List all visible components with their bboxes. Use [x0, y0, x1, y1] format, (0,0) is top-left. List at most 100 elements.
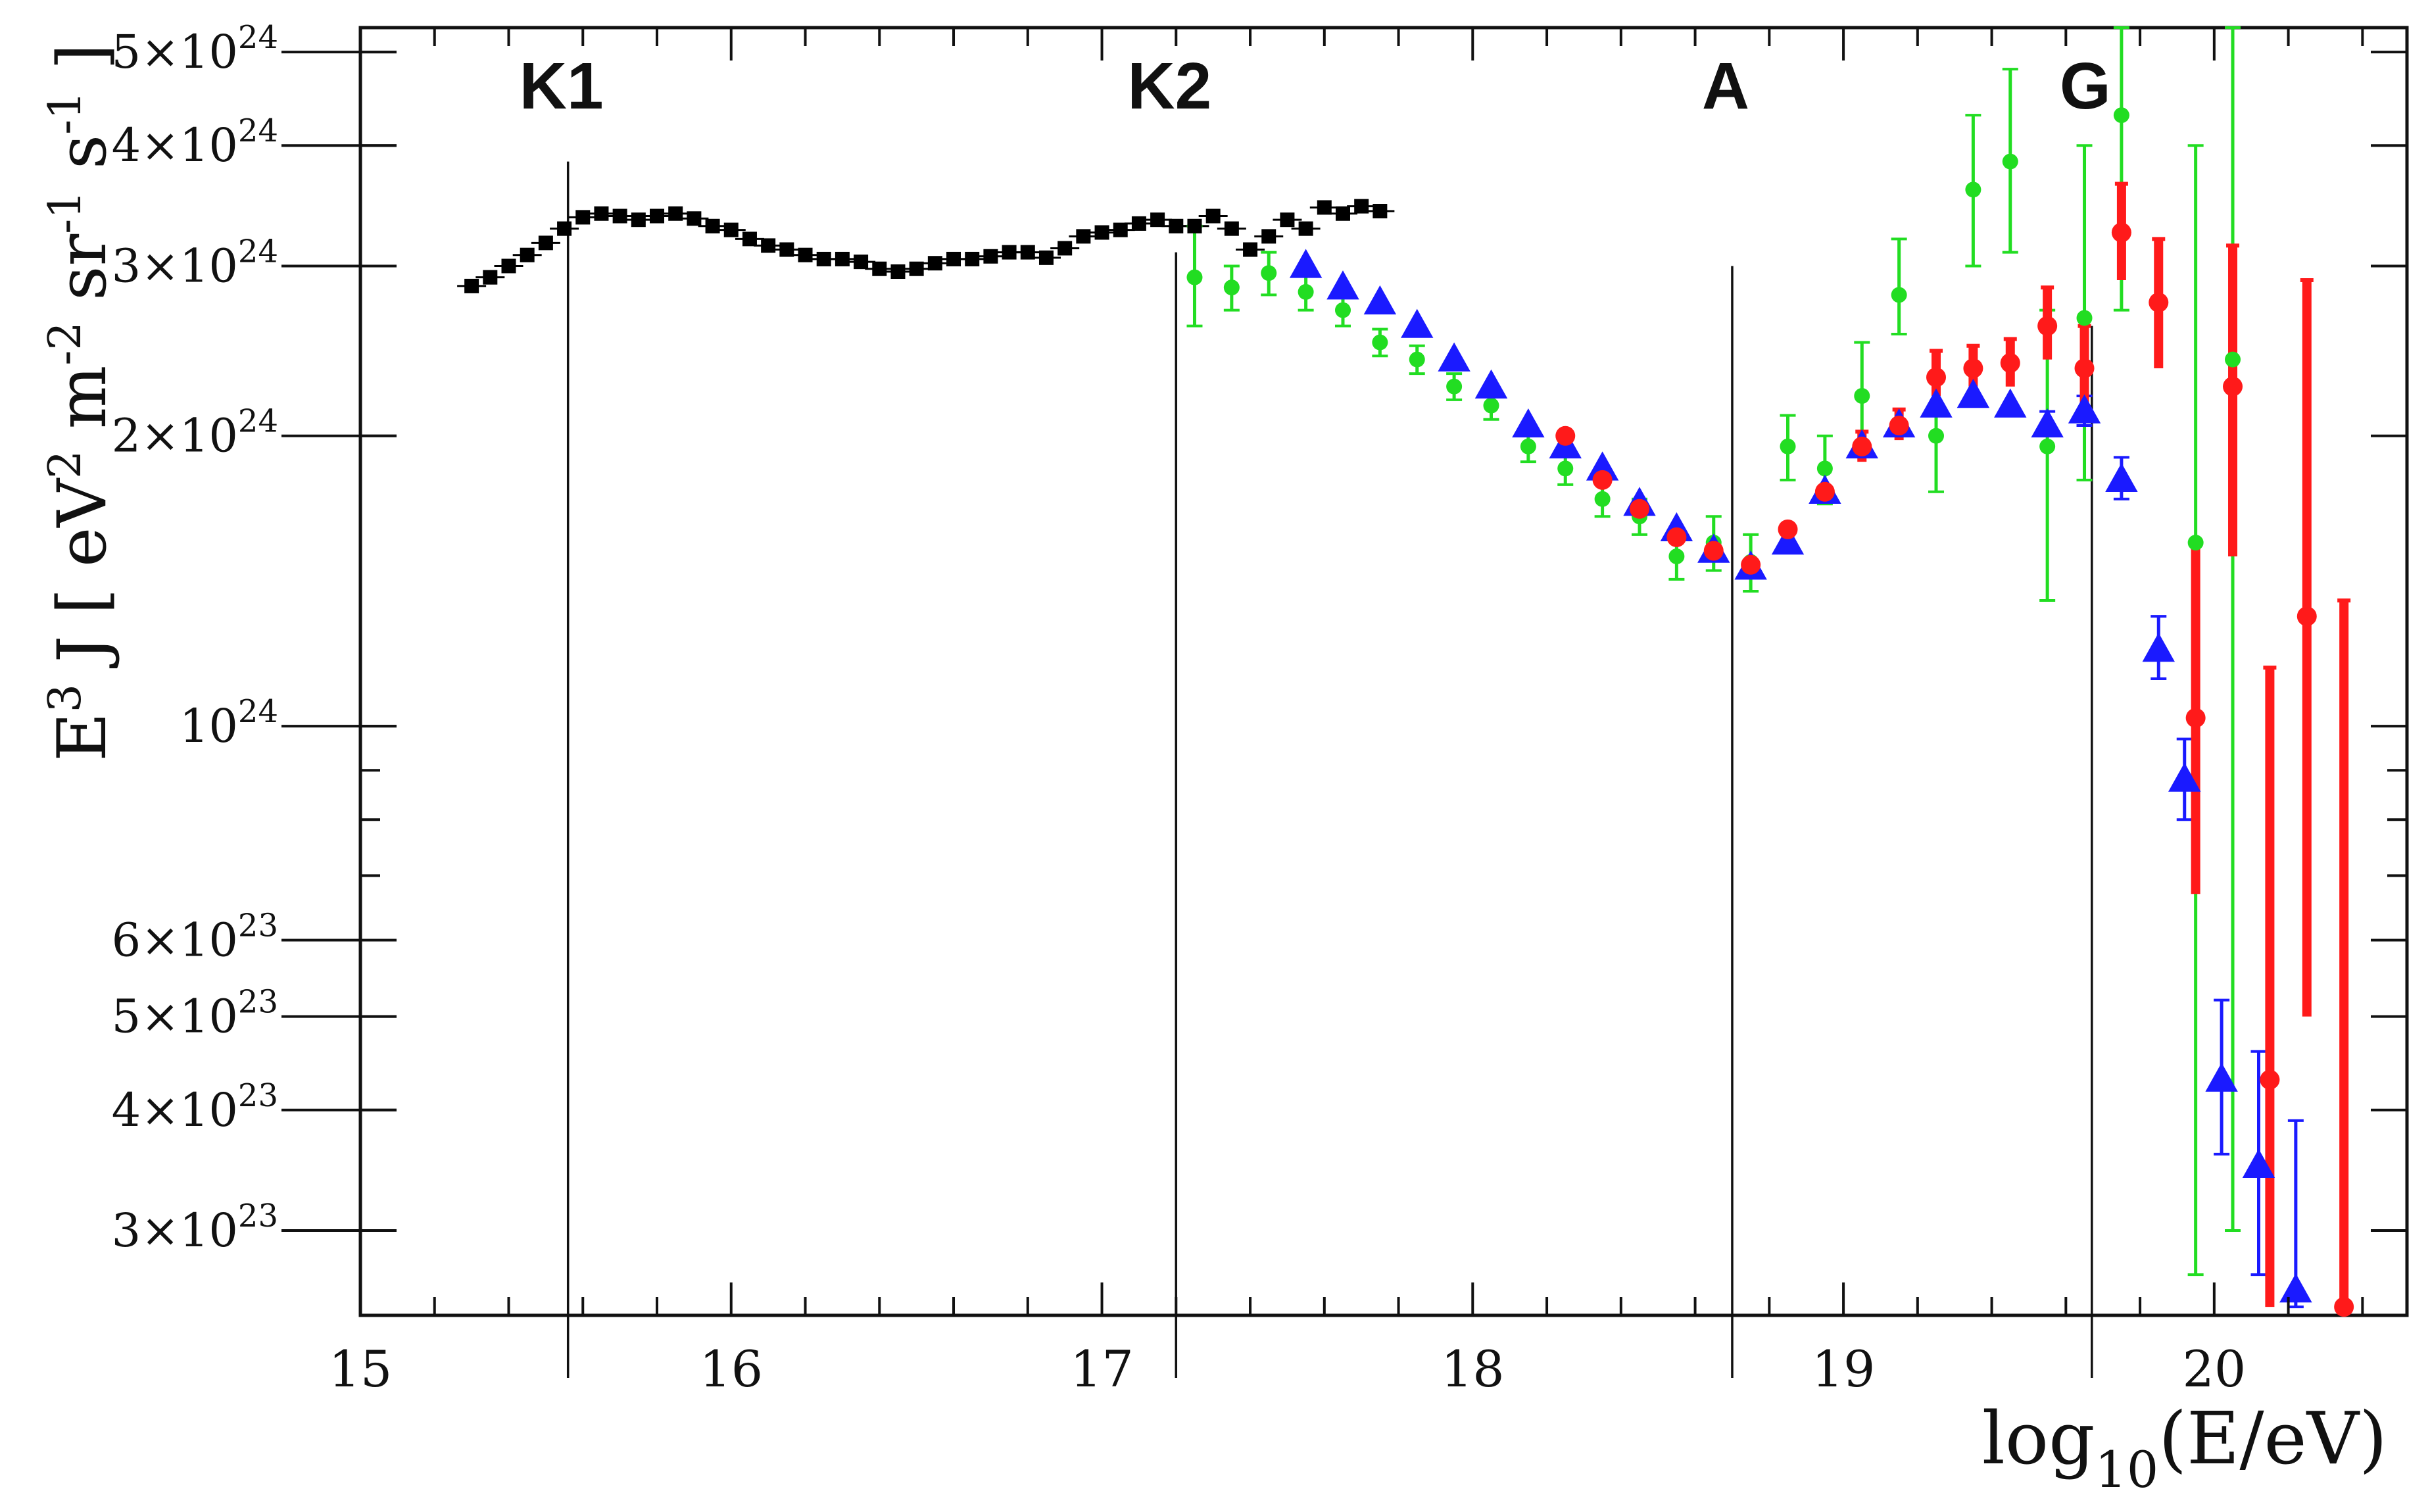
data-point-square [1261, 229, 1276, 244]
data-point-square [1224, 221, 1239, 236]
data-point-square [816, 251, 831, 266]
data-point-triangle [2031, 408, 2064, 438]
data-point-triangle [2168, 762, 2201, 792]
data-point-circle [1520, 438, 1536, 454]
y-tick-mantissa: 3×10 [112, 1204, 238, 1257]
y-tick-mantissa: 5×10 [112, 990, 238, 1044]
data-point-circle [1703, 541, 1724, 561]
data-point-circle [1926, 367, 1947, 387]
data-point-square [965, 251, 980, 266]
data-point-circle [1854, 388, 1870, 404]
data-point-circle [1446, 378, 1463, 395]
annotation-label-a: A [1702, 49, 1749, 123]
data-point-circle [1261, 265, 1277, 281]
data-point-square [650, 208, 665, 224]
y-tick-label: 4×1024 [112, 112, 278, 172]
y-tick-label: 1024 [180, 693, 278, 753]
data-point-triangle [1512, 408, 1545, 438]
data-point-square [798, 247, 813, 262]
data-point-circle [2039, 438, 2056, 454]
data-point-square [1354, 199, 1369, 214]
data-point-circle [1666, 527, 1687, 547]
data-point-circle [2076, 310, 2093, 326]
data-point-square [723, 222, 739, 237]
data-point-circle [1557, 460, 1574, 477]
y-tick-exponent: 24 [238, 233, 278, 270]
y-tick-exponent: 23 [238, 908, 278, 944]
data-point-square [1187, 218, 1202, 233]
data-point-square [909, 261, 924, 276]
data-point-circle [2002, 153, 2018, 170]
data-point-triangle [1994, 388, 2027, 418]
data-point-circle [1223, 280, 1240, 296]
data-point-circle [1965, 182, 1981, 198]
y-tick-exponent: 24 [238, 693, 278, 730]
data-point-square [1298, 221, 1313, 236]
data-point-circle [1594, 491, 1611, 507]
data-point-circle [1889, 415, 1909, 435]
data-point-square [1150, 212, 1165, 228]
data-point-circle [2223, 376, 2243, 397]
x-tick-label: 17 [1070, 1340, 1134, 1398]
data-point-square [1131, 216, 1146, 231]
data-point-circle [1963, 358, 1983, 378]
annotation-label-k1: K1 [520, 49, 604, 123]
data-point-square [668, 206, 683, 221]
data-point-triangle [1289, 249, 1323, 278]
y-tick-mantissa: 2×10 [112, 409, 238, 463]
data-point-circle [1852, 436, 1872, 456]
data-point-square [854, 255, 869, 270]
data-point-triangle [1771, 525, 1805, 555]
y-tick-exponent: 24 [238, 19, 278, 56]
data-point-circle [1816, 460, 1833, 477]
data-point-circle [2187, 535, 2204, 551]
data-point-triangle [1401, 308, 1434, 338]
data-point-circle [2260, 1069, 2280, 1090]
x-axis-label: log10(E/eV) [1982, 1396, 2387, 1499]
data-point-triangle [2142, 633, 2175, 662]
data-point-square [1280, 212, 1295, 228]
data-point-square [612, 208, 627, 224]
data-point-circle [2000, 353, 2020, 373]
data-point-square [1205, 208, 1221, 224]
data-point-circle [2037, 316, 2058, 336]
data-point-square [779, 242, 794, 257]
data-point-circle [2113, 107, 2129, 124]
x-tick-label: 18 [1441, 1340, 1505, 1398]
data-point-square [705, 218, 720, 233]
data-point-square [927, 256, 942, 271]
data-point-circle [1630, 499, 1649, 519]
data-point-square [1169, 218, 1184, 233]
data-point-square [1373, 204, 1388, 219]
data-point-circle [2296, 606, 2317, 627]
annotation-label-k2: K2 [1127, 49, 1211, 123]
data-point-circle [1372, 334, 1388, 351]
y-tick-mantissa: 6×10 [112, 914, 238, 967]
annotation-lines [566, 161, 2093, 1378]
data-point-square [501, 258, 516, 274]
data-point-triangle [1326, 270, 1359, 300]
data-point-square [1020, 245, 1035, 260]
y-tick-label: 5×1024 [112, 19, 278, 79]
data-point-square [890, 264, 906, 280]
data-point-circle [1668, 548, 1685, 564]
y-tick-exponent: 23 [238, 1077, 278, 1114]
data-point-circle [1186, 269, 1203, 285]
data-point-circle [1334, 302, 1351, 318]
plot-area-frame [358, 26, 2409, 1317]
data-point-circle [1741, 554, 1761, 575]
data-point-circle [1555, 426, 1576, 446]
data-point-triangle [1363, 285, 1397, 315]
data-point-circle [1483, 397, 1499, 414]
data-point-square [575, 210, 591, 225]
y-tick-mantissa: 5×10 [112, 25, 238, 79]
data-point-square [983, 249, 998, 264]
data-point-square [946, 251, 961, 266]
data-point-triangle [2279, 1273, 2312, 1303]
data-point-triangle [1586, 451, 1619, 481]
data-point-circle [2149, 292, 2169, 312]
data-point-square [483, 270, 498, 285]
data-point-triangle [2105, 462, 2138, 493]
data-point-circle [2074, 358, 2095, 378]
